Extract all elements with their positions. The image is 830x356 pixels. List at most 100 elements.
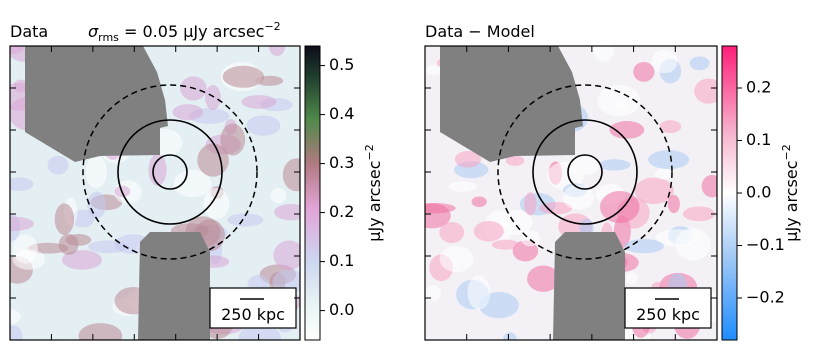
scale-box	[624, 287, 712, 329]
scale-box	[209, 287, 297, 329]
noise-blob	[61, 250, 103, 270]
noise-blob	[675, 228, 711, 261]
aperture	[567, 154, 603, 190]
symbol: σ	[88, 22, 99, 41]
noise-blob	[58, 233, 79, 255]
colorbar-tick-label: 0.1	[746, 130, 771, 149]
label-text: μJy arcsec	[782, 160, 801, 241]
colorbar-tick-label: −0.2	[746, 288, 785, 307]
aperture-dashed	[497, 84, 673, 260]
noise-blob	[505, 155, 525, 166]
noise-blob	[439, 245, 474, 273]
subscript: rms	[98, 31, 119, 44]
aperture	[532, 119, 638, 225]
scale-label: 250 kpc	[636, 305, 700, 324]
noise-blob	[47, 155, 69, 175]
noise-blob	[85, 155, 108, 189]
noise-blob	[625, 272, 638, 285]
noise-blob	[227, 213, 264, 227]
noise-blob	[10, 309, 21, 325]
noise-blob	[270, 188, 287, 204]
noise-blob	[222, 65, 265, 88]
aperture	[117, 119, 223, 225]
noise-blob	[562, 184, 594, 210]
panel-title: Data	[10, 22, 48, 41]
noise-blob	[599, 191, 640, 224]
noise-blob	[78, 323, 123, 340]
mask	[553, 232, 625, 340]
noise-blob	[10, 216, 34, 232]
mask	[25, 46, 168, 162]
noise-blob	[527, 265, 560, 292]
noise-blob	[205, 84, 221, 111]
noise-blob	[197, 143, 229, 177]
noise-blob	[241, 95, 277, 109]
noise-blob	[10, 177, 34, 191]
noise-blob	[246, 115, 281, 136]
noise-blob	[467, 275, 491, 310]
noise-blob	[624, 238, 664, 254]
noise-blob	[173, 169, 212, 198]
annotation: σrms = 0.05 μJy arcsec−2	[88, 20, 281, 44]
label-superscript: −2	[363, 144, 376, 160]
label-text: μJy arcsec	[365, 160, 384, 241]
noise-blob	[172, 104, 204, 121]
noise-blob	[683, 206, 715, 222]
label: μJy arcsec−2	[363, 144, 384, 241]
aperture-dashed	[82, 84, 258, 260]
noise-blob	[592, 46, 615, 62]
superscript: −2	[264, 20, 280, 33]
noise-blob	[27, 242, 69, 254]
noise-blob	[648, 150, 690, 170]
noise-blob	[148, 153, 167, 186]
noise-blob	[425, 203, 456, 214]
colorbar	[721, 45, 738, 341]
noise-blob	[425, 285, 442, 302]
noise-blob	[609, 121, 645, 139]
noise-blob	[54, 203, 75, 235]
mask	[440, 46, 583, 162]
colorbar-tick-label: 0.2	[746, 78, 771, 97]
noise-blob	[273, 240, 300, 270]
noise-blob	[701, 174, 717, 198]
noise-blob	[503, 332, 517, 340]
colorbar-tick-label: −0.1	[746, 235, 785, 254]
noise-blob	[268, 46, 286, 57]
noise-blob	[654, 167, 674, 180]
label: μJy arcsec−2	[780, 144, 801, 241]
panel-title: Data − Model	[425, 22, 535, 41]
colorbar	[304, 45, 321, 341]
noise-blob	[473, 220, 504, 242]
noise-blob	[667, 194, 680, 214]
noise-blob	[471, 196, 487, 208]
noise-blob	[659, 120, 682, 134]
frame	[9, 45, 301, 341]
noise-blob	[651, 49, 678, 74]
aperture	[152, 154, 188, 190]
noise-blob	[282, 158, 300, 192]
colorbar-tick-label: 0.0	[746, 183, 771, 202]
noise-blob	[634, 177, 675, 204]
noise-blob	[547, 161, 584, 190]
annotation-text: = 0.05 μJy arcsec	[119, 22, 265, 41]
noise-blob	[616, 99, 629, 111]
scale-label: 250 kpc	[221, 305, 285, 324]
frame	[424, 45, 718, 341]
panel: Data − Model 250 kpc −0.2 −0.1 0.0 0.1 0.2 μJy …	[424, 22, 801, 341]
noise-blob	[87, 191, 106, 219]
colorbar-tick-label: 0.1	[329, 251, 354, 270]
colorbar-tick-label: 0.3	[329, 153, 354, 172]
colorbar-tick-label: 0.4	[329, 104, 354, 123]
noise-blob	[426, 64, 442, 76]
noise-blob	[448, 181, 477, 192]
colorbar-tick-label: 0.5	[329, 55, 354, 74]
mask	[138, 232, 210, 340]
noise-blob	[87, 240, 129, 254]
colorbar-tick-label: 0.0	[329, 300, 354, 319]
noise-blob	[598, 159, 631, 171]
noise-blob	[491, 239, 519, 250]
noise-blob	[10, 325, 23, 340]
